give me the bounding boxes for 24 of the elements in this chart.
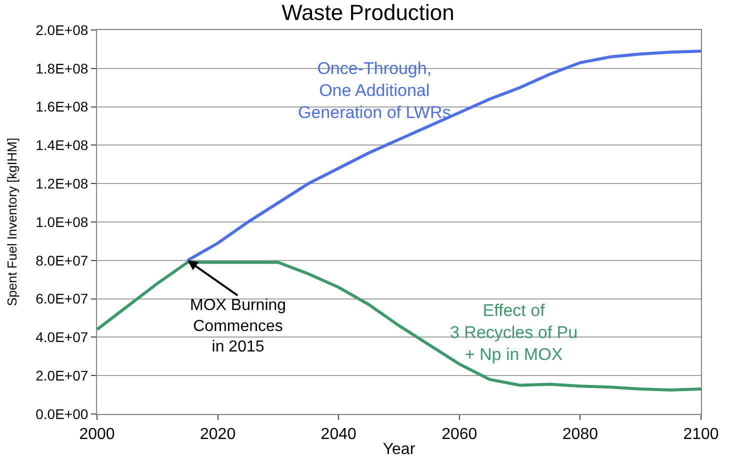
x-tick-label: 2060 <box>442 426 478 444</box>
y-tick-label: 0.0E+00 <box>36 406 88 422</box>
y-tick-label: 1.4E+08 <box>36 137 88 154</box>
y-tick-label: 2.0E+07 <box>36 368 88 384</box>
series-label: Effect of 3 Recycles of Pu + Np in MOX <box>450 301 578 364</box>
annotation: MOX Burning Commences in 2015 <box>190 297 286 356</box>
y-tick-label: 8.0E+07 <box>36 252 88 268</box>
y-axis-title: Spent Fuel Inventory [kgIHM] <box>4 138 20 306</box>
y-tick-label: 1.0E+08 <box>36 214 88 230</box>
y-tick-label: 2.0E+08 <box>36 22 88 38</box>
x-tick-label: 2000 <box>79 426 115 444</box>
line-series <box>97 260 701 392</box>
series-label: Once-Through, One Additional Generation of LWRs <box>298 59 451 122</box>
chart-title: Waste Production <box>282 0 454 26</box>
x-tick-label: 2040 <box>320 426 356 444</box>
x-axis-title: Year <box>382 440 416 458</box>
y-tick-label: 4.0E+07 <box>36 329 88 346</box>
y-tick-label: 6.0E+07 <box>36 290 88 307</box>
y-tick-label: 1.6E+08 <box>36 98 88 115</box>
x-tick-label: 2100 <box>683 426 719 444</box>
y-tick-label: 1.8E+08 <box>36 60 88 76</box>
x-tick-label: 2080 <box>562 426 598 444</box>
y-tick-label: 1.2E+08 <box>36 176 88 192</box>
x-tick-label: 2020 <box>200 426 236 444</box>
